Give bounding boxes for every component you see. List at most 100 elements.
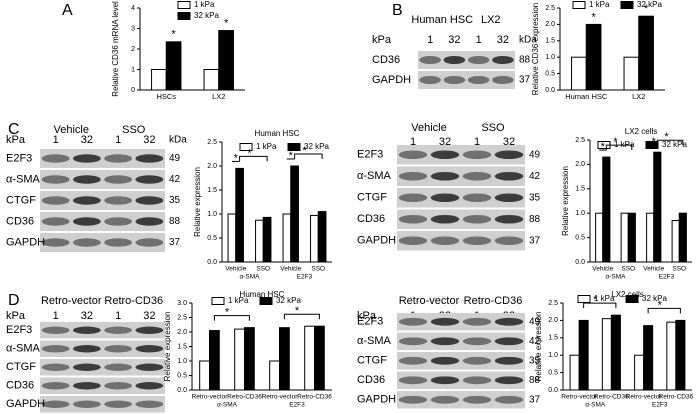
blot-protein: α-SMA bbox=[6, 173, 41, 185]
blot-band bbox=[104, 196, 133, 205]
blot-band bbox=[72, 345, 101, 353]
bar bbox=[671, 220, 680, 263]
bar bbox=[282, 213, 292, 263]
legend-swatch bbox=[177, 12, 191, 20]
blot-band bbox=[494, 317, 524, 326]
blot-strip bbox=[40, 233, 165, 252]
y-tick-label: 1.0 bbox=[548, 352, 558, 359]
bar bbox=[234, 328, 245, 391]
blot-mw: 49 bbox=[169, 153, 181, 164]
significance-mark: * bbox=[224, 17, 229, 29]
bar bbox=[203, 69, 220, 91]
blot-band bbox=[104, 363, 133, 371]
legend-swatch bbox=[287, 143, 301, 151]
panel-letter: D bbox=[8, 292, 20, 309]
bar bbox=[165, 41, 182, 91]
blot-band bbox=[494, 236, 524, 246]
y-tick-label: 0.5 bbox=[177, 372, 187, 379]
blot-protein: CTGF bbox=[357, 192, 387, 204]
blot-band bbox=[398, 356, 428, 365]
y-tick-label: 2 bbox=[131, 46, 135, 53]
blot-band bbox=[462, 395, 492, 404]
blot-band bbox=[104, 345, 133, 353]
legend-label: 1 kPa bbox=[194, 0, 215, 9]
blot-band bbox=[494, 171, 524, 181]
panel-letter: B bbox=[392, 2, 403, 19]
legend-label: 32 kPa bbox=[662, 140, 687, 149]
y-tick-label: 1.5 bbox=[177, 343, 187, 350]
bar bbox=[666, 321, 677, 391]
significance-mark: * bbox=[652, 136, 657, 148]
bar bbox=[199, 360, 210, 391]
blot-unit: kPa bbox=[6, 310, 26, 322]
blot-group-label: SSO bbox=[122, 124, 146, 136]
blot-band bbox=[398, 171, 428, 181]
blot-band bbox=[41, 345, 70, 353]
y-tick-label: 3 bbox=[131, 25, 135, 32]
blot-lane-label: 32 bbox=[439, 136, 451, 148]
blot-band bbox=[41, 175, 70, 184]
blot-band bbox=[494, 337, 524, 346]
x-tick-label: Human HSC bbox=[565, 92, 608, 101]
blot-band bbox=[41, 382, 70, 390]
significance-mark: * bbox=[247, 147, 252, 159]
bar bbox=[209, 330, 220, 391]
legend-swatch bbox=[625, 295, 639, 303]
blot-mw: 35 bbox=[529, 192, 541, 203]
y-tick-label: 0.5 bbox=[548, 369, 558, 376]
blot-strip bbox=[397, 332, 525, 350]
blot-strip bbox=[397, 231, 525, 251]
blot-protein: CD36 bbox=[6, 380, 34, 392]
legend-swatch bbox=[620, 1, 634, 9]
blot-band bbox=[430, 236, 460, 246]
blot-mw: 42 bbox=[169, 174, 181, 185]
blot-band bbox=[41, 326, 70, 334]
bar bbox=[569, 354, 580, 391]
bar bbox=[646, 212, 655, 263]
blot-band bbox=[135, 326, 164, 334]
significance-mark: * bbox=[302, 145, 307, 157]
x-tick-label: SSO bbox=[256, 266, 270, 273]
blot-protein: E2F3 bbox=[357, 149, 383, 161]
blot-lane-label: 32 bbox=[143, 134, 155, 146]
blot-band bbox=[443, 76, 466, 84]
blot-band bbox=[72, 217, 101, 226]
blot-group-label: SSO bbox=[481, 122, 505, 134]
blot-lane-label: 1 bbox=[115, 310, 121, 322]
blot-band bbox=[135, 196, 164, 205]
blot-band bbox=[104, 217, 133, 226]
blot-band bbox=[72, 154, 101, 163]
x-tick-label: Retro-vector bbox=[626, 394, 663, 401]
y-tick-label: 0.0 bbox=[548, 387, 558, 394]
y-tick-label: 0.0 bbox=[545, 87, 555, 94]
bar bbox=[304, 325, 316, 391]
blot-strip bbox=[397, 209, 525, 229]
blot-lane-label: 1 bbox=[53, 134, 59, 146]
bar bbox=[227, 213, 237, 263]
blot-band bbox=[135, 217, 164, 226]
y-tick-label: 0.0 bbox=[177, 387, 187, 394]
chart-title: Human HSC bbox=[255, 129, 300, 138]
y-axis-label: Relative CD36 mRNA level bbox=[111, 1, 120, 97]
blot-mw: 88 bbox=[529, 214, 541, 225]
blot-protein: GAPDH bbox=[357, 235, 396, 247]
y-tick-label: 0 bbox=[131, 87, 135, 94]
bar bbox=[310, 214, 319, 263]
blot-protein: CD36 bbox=[372, 54, 400, 66]
x-tick-label: Retro-vector bbox=[192, 394, 229, 401]
y-axis-label: Relative expression bbox=[163, 312, 172, 382]
x-tick-label: Retro-vector bbox=[561, 394, 598, 401]
blot-band bbox=[72, 175, 101, 184]
blot-band bbox=[398, 214, 428, 224]
blot-lane-label: 1 bbox=[476, 34, 482, 46]
bracket bbox=[583, 302, 617, 309]
x-tick-label: SSO bbox=[311, 266, 325, 273]
significance-mark: * bbox=[225, 307, 230, 319]
blot-band bbox=[135, 154, 164, 163]
blot-band bbox=[135, 382, 164, 390]
blot-strip bbox=[397, 391, 525, 409]
blot-band bbox=[72, 238, 101, 247]
blot-band bbox=[494, 395, 524, 404]
blot-lane-label: 32 bbox=[81, 310, 93, 322]
bar bbox=[623, 56, 640, 91]
